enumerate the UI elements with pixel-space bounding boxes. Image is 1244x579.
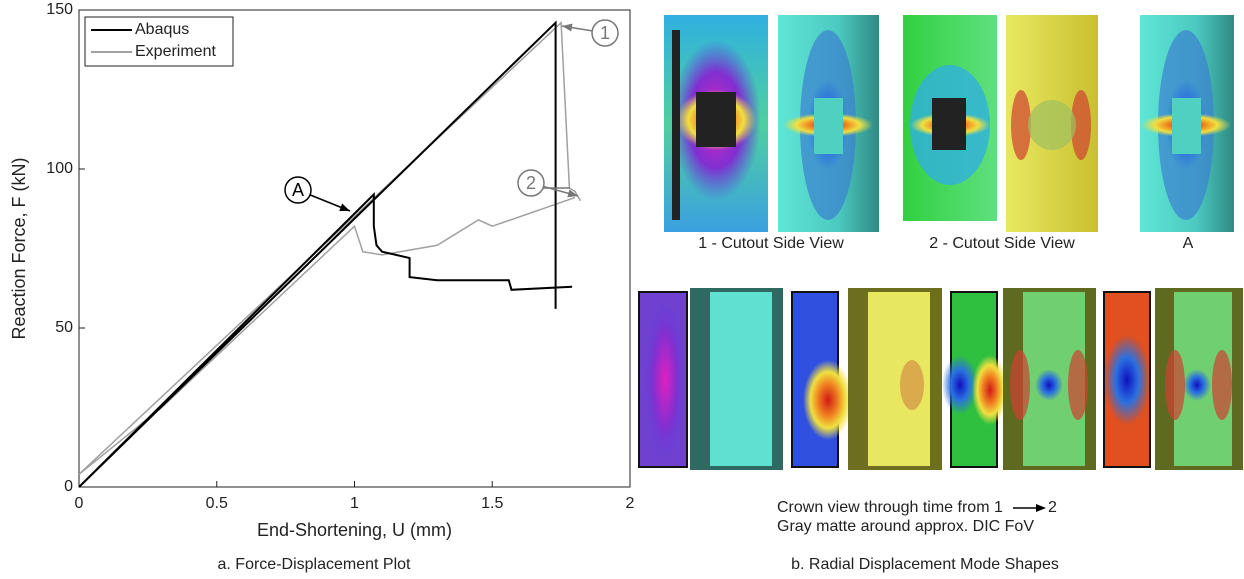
arrow-head xyxy=(1036,504,1046,512)
caption: a. Force-Displacement Plot xyxy=(218,556,412,573)
x-tick-label: 1 xyxy=(350,495,359,512)
x-axis-label: End-Shortening, U (mm) xyxy=(257,520,452,540)
series-line xyxy=(79,23,572,487)
image-label: A xyxy=(1183,235,1194,252)
legend-label: Experiment xyxy=(135,43,216,60)
y-axis-label: Reaction Force, F (kN) xyxy=(9,157,29,339)
series-line xyxy=(79,23,580,475)
plot-area xyxy=(79,10,630,487)
legend-label: Abaqus xyxy=(135,21,189,38)
x-tick-label: 0 xyxy=(75,495,84,512)
y-tick-label: 150 xyxy=(46,1,73,18)
callout-label: 1 xyxy=(600,23,610,43)
figure: 0 0.5 1 1.5 2 0 50 100 150 End-Shortening, U (mm)… xyxy=(0,0,1244,579)
plot: 0 0.5 1 1.5 2 0 50 100 150 End-Shortening, U (mm)… xyxy=(9,1,635,573)
callout-label: 2 xyxy=(526,173,536,193)
callout-arrow-head xyxy=(339,204,350,211)
x-tick-label: 1.5 xyxy=(481,495,503,512)
note: Crown view through time from 1 xyxy=(777,499,1003,516)
y-tick-label: 50 xyxy=(55,319,73,336)
callout-label: A xyxy=(292,180,304,200)
image-label: 2 - Cutout Side View xyxy=(929,235,1075,252)
caption: b. Radial Displacement Mode Shapes xyxy=(791,556,1059,573)
y-tick-label: 100 xyxy=(46,160,73,177)
note: Gray matte around approx. DIC FoV xyxy=(777,518,1034,535)
note: 2 xyxy=(1048,499,1057,516)
image-label: 1 - Cutout Side View xyxy=(698,235,844,252)
callout-arrow-head xyxy=(562,24,573,32)
x-tick-label: 2 xyxy=(626,495,635,512)
y-tick-label: 0 xyxy=(64,478,73,495)
x-tick-label: 0.5 xyxy=(206,495,228,512)
